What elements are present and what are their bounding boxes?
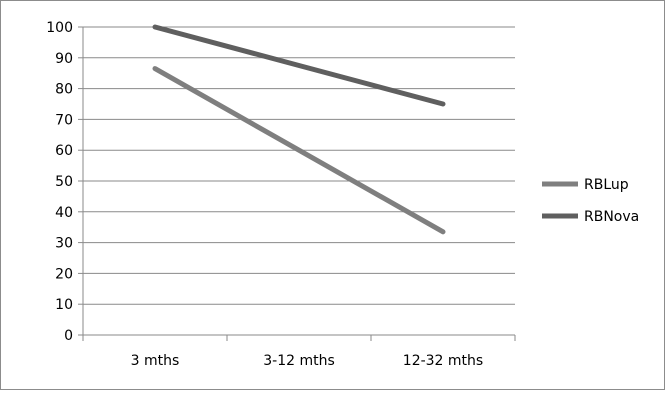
y-tick-labels: 0 10 20 30 40 50 60 70 80 90 100: [46, 20, 73, 344]
legend: RBLup RBNova: [542, 177, 639, 225]
x-tick-label-1: 3 mths: [131, 353, 180, 369]
series-line-rbnova: [152, 24, 446, 107]
x-tick-labels: 3 mths 3-12 mths 12-32 mths: [131, 353, 484, 369]
y-tick-label-30: 30: [55, 236, 73, 252]
axes: [78, 26, 516, 341]
x-tick-label-3: 12-32 mths: [403, 353, 483, 369]
y-tick-label-10: 10: [55, 297, 73, 313]
y-tick-label-50: 50: [55, 174, 73, 190]
y-tick-label-40: 40: [55, 205, 73, 221]
y-tick-label-90: 90: [55, 51, 73, 67]
gridlines: [83, 26, 515, 305]
x-tick-label-2: 3-12 mths: [263, 353, 335, 369]
y-tick-label-80: 80: [55, 82, 73, 98]
y-tick-label-0: 0: [64, 328, 73, 344]
series-lines: [152, 24, 446, 235]
legend-label-rblup: RBLup: [584, 177, 629, 193]
y-tick-label-20: 20: [55, 266, 73, 282]
y-tick-label-100: 100: [46, 20, 73, 36]
y-tick-label-70: 70: [55, 112, 73, 128]
legend-label-rbnova: RBNova: [584, 209, 639, 225]
y-tick-label-60: 60: [55, 143, 73, 159]
series-line-rblup: [152, 66, 446, 235]
